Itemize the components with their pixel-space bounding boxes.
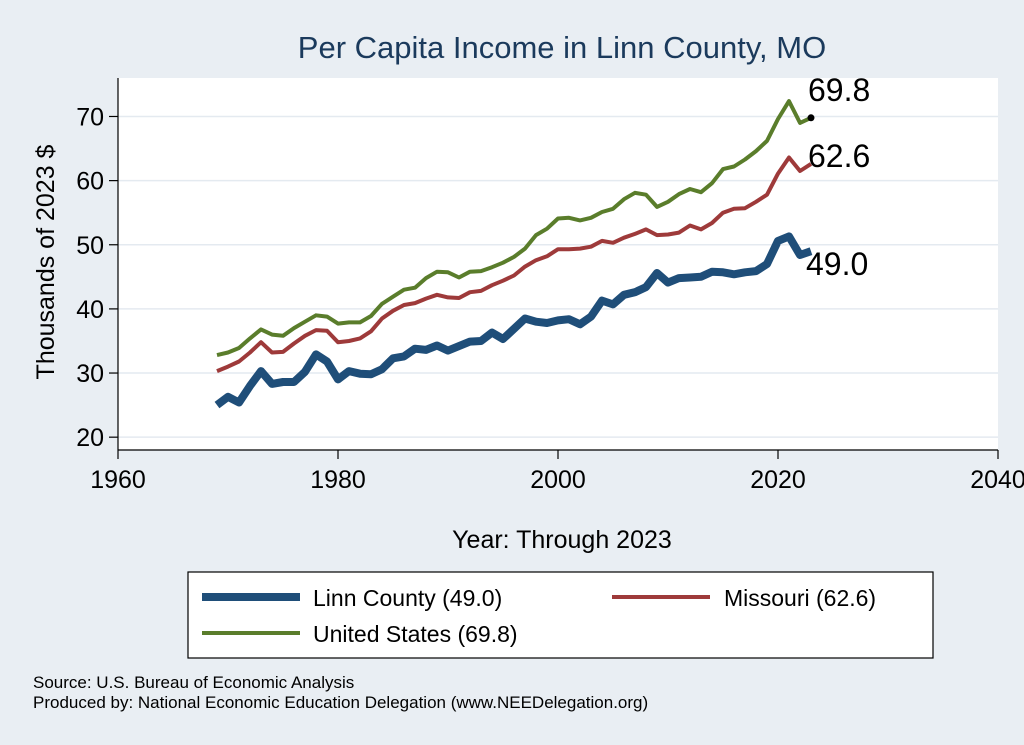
produced-by-note: Produced by: National Economic Education…: [33, 693, 648, 712]
y-tick-label-50: 50: [76, 232, 104, 260]
united-states-end-marker: [807, 114, 815, 122]
series-lines: [214, 99, 813, 409]
y-tick-label-20: 20: [76, 424, 104, 452]
x-ticks: 1960 1980 2000 2020 2040: [90, 450, 1024, 494]
series-line-united-states: [216, 99, 812, 358]
y-ticks: 20 30 40 50 60 70: [76, 103, 118, 452]
end-labels: 69.8 62.6 49.0: [806, 72, 870, 282]
plot-area: [118, 78, 998, 450]
legend-label-united-states: United States (69.8): [313, 621, 518, 647]
x-tick-label-1960: 1960: [90, 466, 146, 494]
series-line-linn-county: [214, 232, 813, 409]
y-axis-title: Thousands of 2023 $: [32, 144, 60, 379]
y-tick-label-70: 70: [76, 103, 104, 131]
linn-county-end-label: 49.0: [806, 246, 868, 282]
legend-box: [187, 571, 934, 659]
y-tick-label-30: 30: [76, 360, 104, 388]
missouri-end-label: 62.6: [808, 138, 870, 174]
x-tick-label-2040: 2040: [970, 466, 1024, 494]
y-tick-label-40: 40: [76, 296, 104, 324]
legend-label-linn-county: Linn County (49.0): [313, 585, 502, 611]
x-tick-label-2020: 2020: [750, 466, 806, 494]
grid-lines: [118, 115, 998, 438]
chart-title: Per Capita Income in Linn County, MO: [298, 30, 826, 65]
united-states-end-label: 69.8: [808, 72, 870, 108]
series-line-missouri: [216, 155, 813, 373]
legend: Linn County (49.0) Missouri (62.6) Unite…: [187, 571, 934, 659]
x-tick-label-2000: 2000: [530, 466, 586, 494]
x-tick-label-1980: 1980: [310, 466, 366, 494]
y-tick-label-60: 60: [76, 168, 104, 196]
x-axis-title: Year: Through 2023: [452, 526, 672, 554]
legend-label-missouri: Missouri (62.6): [724, 585, 876, 611]
source-note: Source: U.S. Bureau of Economic Analysis: [33, 673, 354, 692]
